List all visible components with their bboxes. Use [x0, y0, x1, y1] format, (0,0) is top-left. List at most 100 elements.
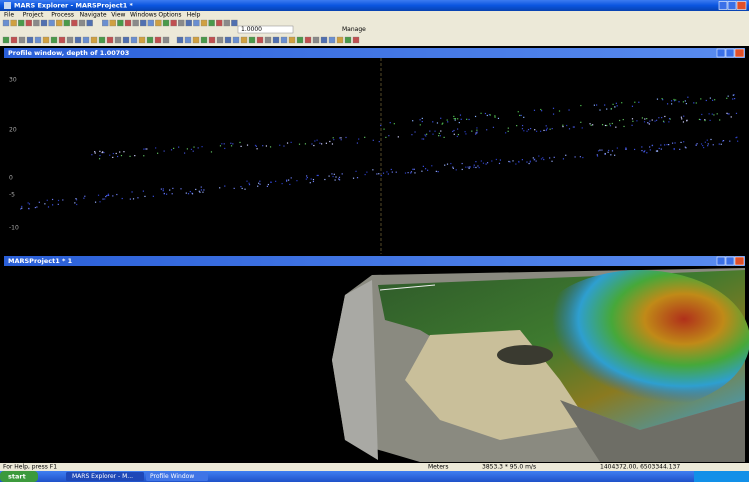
tool-button[interactable] [162, 19, 170, 27]
tool-button[interactable] [18, 19, 25, 27]
tool-button[interactable] [18, 36, 26, 44]
menu-item[interactable]: Navigate [80, 12, 107, 19]
tool-button[interactable] [264, 36, 272, 44]
tool-button[interactable] [170, 19, 177, 27]
tool-button[interactable] [224, 36, 232, 44]
tool-button[interactable] [216, 36, 224, 44]
tool-button[interactable] [248, 36, 256, 44]
tool-button[interactable] [122, 36, 130, 44]
tool-button[interactable] [26, 36, 34, 44]
tool-button[interactable] [280, 36, 288, 44]
tool-button[interactable] [200, 36, 208, 44]
tool-button[interactable] [98, 36, 106, 44]
tool-button[interactable] [34, 36, 42, 44]
tool-button[interactable] [223, 19, 230, 27]
tool-button[interactable] [146, 36, 154, 44]
point [332, 137, 334, 139]
map-minimize[interactable] [716, 256, 726, 266]
point [104, 198, 106, 200]
tool-button[interactable] [312, 36, 320, 44]
tool-button[interactable] [56, 19, 63, 27]
menu-item[interactable]: Process [51, 12, 74, 19]
map-close[interactable] [734, 256, 745, 266]
menu-item[interactable]: Help [187, 12, 201, 19]
tool-button[interactable] [272, 36, 280, 44]
tool-button[interactable] [336, 36, 344, 44]
tool-button[interactable] [33, 19, 40, 27]
tool-button[interactable] [216, 19, 223, 27]
menu-item[interactable]: File [4, 12, 14, 19]
tool-button[interactable] [48, 19, 55, 27]
maximize-button[interactable] [727, 1, 737, 10]
tool-button[interactable] [63, 19, 70, 27]
tool-button[interactable] [40, 19, 48, 27]
tool-button[interactable] [109, 19, 116, 27]
menu-item[interactable]: Windows [130, 12, 157, 19]
tool-button[interactable] [71, 19, 78, 27]
tool-button[interactable] [130, 36, 138, 44]
start-button[interactable] [0, 471, 38, 482]
tool-button[interactable] [155, 19, 162, 27]
map-maximize[interactable] [725, 256, 735, 266]
tool-button[interactable] [208, 36, 216, 44]
point [46, 199, 48, 201]
profile-close[interactable] [734, 48, 745, 58]
tool-button[interactable] [2, 36, 10, 44]
tool-button[interactable] [106, 36, 114, 44]
tool-button[interactable] [344, 36, 352, 44]
tool-button[interactable] [102, 19, 109, 27]
tool-button[interactable] [193, 19, 200, 27]
tool-button[interactable] [117, 19, 124, 27]
tool-button[interactable] [162, 36, 170, 44]
tool-button[interactable] [82, 36, 90, 44]
tool-button[interactable] [147, 19, 154, 27]
tool-button[interactable] [132, 19, 139, 27]
tool-button[interactable] [200, 19, 208, 27]
tool-button[interactable] [124, 19, 132, 27]
tool-button[interactable] [78, 19, 86, 27]
tool-button[interactable] [178, 19, 185, 27]
task-button[interactable] [66, 472, 144, 481]
tool-button[interactable] [10, 36, 18, 44]
tool-button[interactable] [320, 36, 328, 44]
tool-button[interactable] [50, 36, 58, 44]
task-button[interactable] [146, 472, 208, 481]
tool-button[interactable] [138, 36, 146, 44]
tool-button[interactable] [240, 36, 248, 44]
tool-button[interactable] [10, 19, 17, 27]
tool-button[interactable] [256, 36, 264, 44]
tool-button[interactable] [66, 36, 74, 44]
tool-button[interactable] [208, 19, 215, 27]
tool-button[interactable] [25, 19, 32, 27]
tool-button[interactable] [2, 19, 10, 27]
tool-button[interactable] [231, 19, 238, 27]
tool-button[interactable] [288, 36, 296, 44]
tool-button[interactable] [58, 36, 66, 44]
point [311, 143, 313, 145]
profile-minimize[interactable] [716, 48, 726, 58]
point [621, 102, 623, 104]
profile-maximize[interactable] [725, 48, 735, 58]
tool-button[interactable] [154, 36, 162, 44]
tool-button[interactable] [114, 36, 122, 44]
tool-button[interactable] [352, 36, 360, 44]
tool-button[interactable] [74, 36, 82, 44]
tool-button[interactable] [296, 36, 304, 44]
tool-button[interactable] [176, 36, 184, 44]
scale-box[interactable] [237, 25, 294, 34]
tool-button[interactable] [184, 36, 192, 44]
tool-button[interactable] [192, 36, 200, 44]
close-button[interactable] [736, 1, 747, 10]
tool-button[interactable] [304, 36, 312, 44]
tool-button[interactable] [185, 19, 192, 27]
menu-item[interactable]: Project [23, 12, 44, 19]
tool-button[interactable] [90, 36, 98, 44]
minimize-button[interactable] [718, 1, 728, 10]
tool-button[interactable] [232, 36, 240, 44]
tool-button[interactable] [42, 36, 50, 44]
menu-item[interactable]: Options [158, 12, 181, 19]
tool-button[interactable] [86, 19, 93, 27]
tool-button[interactable] [140, 19, 147, 27]
menu-item[interactable]: View [111, 12, 125, 19]
tool-button[interactable] [328, 36, 336, 44]
